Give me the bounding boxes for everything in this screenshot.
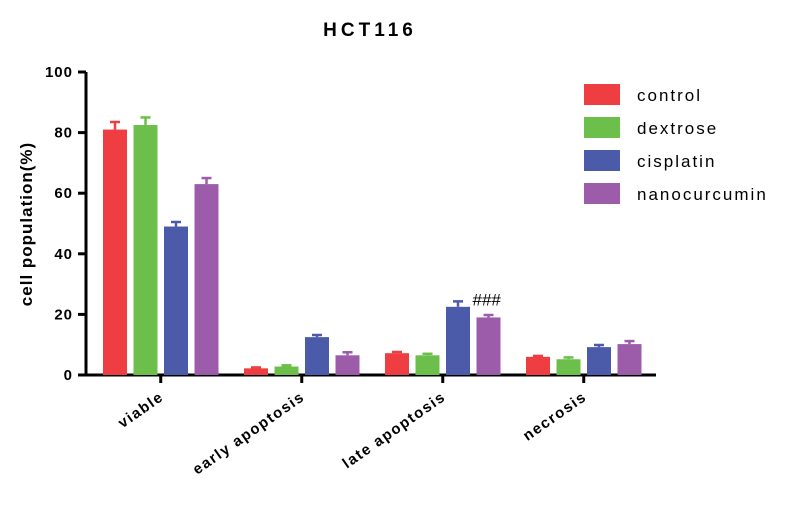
bar [164, 226, 188, 375]
y-tick-label: 0 [64, 367, 73, 384]
bar [556, 359, 581, 375]
chart-title: HCT116 [323, 20, 417, 41]
legend-label: cisplatin [637, 152, 716, 171]
bar [385, 353, 409, 375]
legend-swatch [584, 183, 620, 204]
y-tick-label: 40 [54, 246, 73, 263]
bar [133, 125, 158, 376]
legend-swatch [584, 84, 620, 105]
bar [476, 317, 501, 375]
bar [526, 356, 550, 375]
y-tick-label: 20 [54, 306, 73, 323]
bar [617, 344, 642, 375]
x-tick-label: late apoptosis [339, 388, 449, 472]
bar [244, 368, 268, 375]
x-tick-label: viable [115, 388, 167, 431]
x-tick-label: early apoptosis [190, 388, 308, 478]
y-tick-label: 60 [54, 185, 73, 202]
bar [587, 347, 611, 375]
legend-label: nanocurcumin [637, 185, 768, 204]
y-tick-label: 100 [45, 64, 73, 81]
significance-annotation: ### [473, 290, 502, 309]
legend-swatch [584, 150, 620, 171]
bar [415, 355, 440, 375]
bar [305, 337, 329, 375]
legend-label: dextrose [637, 119, 718, 138]
bar [446, 306, 470, 375]
x-tick-label: necrosis [520, 388, 590, 444]
y-tick-label: 80 [54, 125, 73, 142]
legend-label: control [637, 86, 702, 105]
bar [274, 366, 299, 375]
bar [194, 184, 219, 375]
bar [103, 129, 127, 375]
y-axis-label: cell population(%) [17, 142, 36, 306]
legend: control dextrose cisplatin nanocurcumin [584, 84, 768, 204]
bar [335, 355, 360, 375]
legend-swatch [584, 117, 620, 138]
plot-area: 0 20 40 60 80 100 viable early apoptosis late ap… [45, 64, 656, 478]
